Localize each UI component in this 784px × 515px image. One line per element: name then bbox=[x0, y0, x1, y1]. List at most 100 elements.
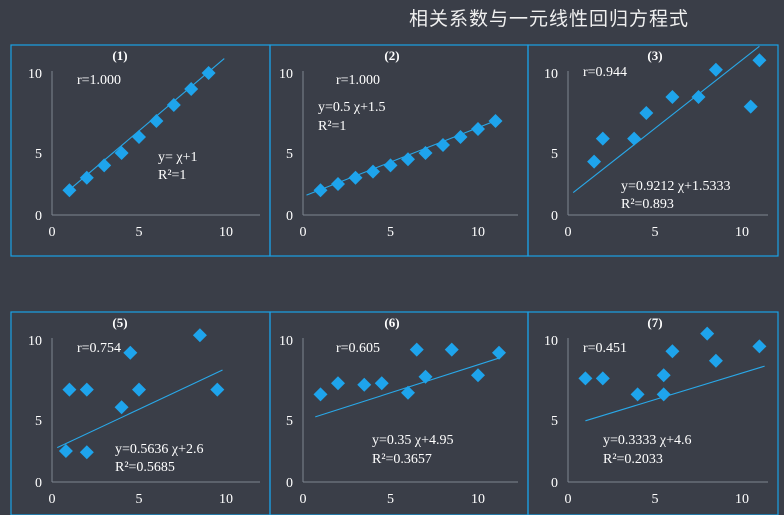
x-tick-label: 10 bbox=[735, 492, 749, 507]
x-tick-label: 0 bbox=[49, 225, 56, 240]
data-point bbox=[331, 376, 345, 391]
data-point bbox=[700, 326, 715, 341]
correlation-coefficient: r=1.000 bbox=[336, 73, 380, 88]
y-tick-label: 10 bbox=[544, 334, 558, 349]
x-tick-label: 10 bbox=[219, 225, 233, 240]
y-tick-label: 0 bbox=[551, 209, 558, 224]
y-tick-label: 0 bbox=[35, 476, 42, 491]
trend-line bbox=[572, 45, 760, 193]
data-point bbox=[665, 344, 680, 359]
panel-border bbox=[269, 311, 529, 515]
correlation-coefficient: r=0.451 bbox=[583, 341, 627, 356]
y-tick-label: 0 bbox=[551, 476, 558, 491]
y-tick-label: 5 bbox=[286, 414, 293, 429]
data-point bbox=[401, 152, 415, 167]
trend-line bbox=[585, 365, 765, 422]
r-squared: R²=0.893 bbox=[621, 197, 674, 212]
x-tick-label: 0 bbox=[565, 225, 572, 240]
data-point bbox=[383, 158, 398, 173]
y-tick-label: 5 bbox=[35, 147, 42, 162]
panel-label: (6) bbox=[384, 315, 399, 330]
y-tick-label: 0 bbox=[286, 209, 293, 224]
y-tick-label: 5 bbox=[551, 147, 558, 162]
regression-equation: y=0.9212 χ+1.5333 bbox=[621, 179, 731, 194]
r-squared: R²=0.5685 bbox=[115, 460, 175, 475]
data-point bbox=[79, 382, 94, 397]
data-point bbox=[123, 345, 138, 360]
y-tick-label: 0 bbox=[35, 209, 42, 224]
chart-panel-6: 0 5 10 0 5 10 (7) r=0.451 y=0.3333 χ+4.6 R²=0.203… bbox=[527, 311, 779, 515]
x-tick-label: 0 bbox=[49, 492, 56, 507]
data-point bbox=[97, 158, 112, 173]
correlation-coefficient: r=0.605 bbox=[336, 341, 380, 356]
y-tick-label: 10 bbox=[544, 67, 558, 82]
data-point bbox=[752, 53, 767, 68]
regression-equation: y= χ+1 bbox=[158, 150, 198, 165]
data-point bbox=[691, 90, 706, 104]
data-point bbox=[488, 114, 503, 128]
chart-panel-2: 0 5 10 0 5 10 (2) r=1.000 y=0.5 χ+1.5 R²=1 bbox=[269, 44, 529, 257]
x-tick-label: 10 bbox=[219, 492, 233, 507]
chart-panel-4: 0 5 10 0 5 10 (5) r=0.754 y=0.5636 χ+2.6 R²=0.568… bbox=[10, 311, 271, 515]
data-point bbox=[578, 371, 593, 386]
data-point bbox=[313, 387, 328, 402]
data-point bbox=[471, 122, 485, 136]
x-tick-label: 5 bbox=[652, 492, 659, 507]
data-point bbox=[62, 183, 77, 198]
data-point bbox=[627, 131, 642, 146]
panel-border bbox=[269, 44, 529, 257]
data-point bbox=[708, 62, 723, 77]
data-point bbox=[366, 164, 380, 179]
data-point bbox=[471, 368, 485, 383]
correlation-coefficient: r=1.000 bbox=[77, 73, 121, 88]
panel-label: (7) bbox=[647, 315, 662, 330]
data-point bbox=[313, 183, 328, 198]
data-point bbox=[132, 130, 146, 144]
data-point bbox=[630, 387, 645, 402]
data-point bbox=[201, 66, 216, 80]
data-point bbox=[58, 444, 73, 458]
x-tick-label: 0 bbox=[565, 492, 572, 507]
regression-equation: y=0.35 χ+4.95 bbox=[372, 433, 454, 448]
data-point bbox=[401, 385, 415, 400]
data-point bbox=[656, 387, 671, 402]
data-point bbox=[743, 99, 758, 114]
chart-panel-5: 0 5 10 0 5 10 (6) r=0.605 y=0.35 χ+4.95 R²=0.3657 bbox=[269, 311, 529, 515]
y-tick-label: 10 bbox=[279, 67, 293, 82]
data-point bbox=[453, 130, 468, 144]
y-tick-label: 5 bbox=[551, 414, 558, 429]
data-point bbox=[436, 138, 450, 152]
data-point bbox=[166, 98, 181, 112]
chart-panel-1: 0 5 10 0 5 10 (1) r=1.000 y= χ+1 R²=1 bbox=[10, 44, 271, 257]
panel-border bbox=[527, 311, 779, 515]
x-tick-label: 5 bbox=[136, 492, 143, 507]
page-title: 相关系数与一元线性回归方程式 bbox=[409, 8, 690, 30]
data-point bbox=[409, 342, 424, 357]
y-tick-label: 10 bbox=[279, 334, 293, 349]
data-point bbox=[639, 106, 654, 120]
data-point bbox=[492, 345, 506, 360]
panel-border bbox=[527, 44, 779, 257]
x-tick-label: 5 bbox=[652, 225, 659, 240]
data-point bbox=[595, 131, 610, 146]
data-point bbox=[418, 369, 433, 384]
correlation-coefficient: r=0.944 bbox=[583, 65, 627, 80]
data-point bbox=[418, 146, 433, 160]
regression-equation: y=0.5636 χ+2.6 bbox=[115, 442, 204, 457]
panel-label: (1) bbox=[112, 48, 127, 63]
data-point bbox=[331, 177, 345, 191]
y-tick-label: 0 bbox=[286, 476, 293, 491]
x-tick-label: 5 bbox=[136, 225, 143, 240]
data-point bbox=[348, 170, 363, 185]
data-point bbox=[708, 353, 723, 368]
panel-border bbox=[10, 311, 271, 515]
correlation-coefficient: r=0.754 bbox=[77, 341, 121, 356]
x-tick-label: 10 bbox=[471, 225, 485, 240]
data-point bbox=[149, 114, 164, 128]
panel-label: (3) bbox=[647, 48, 662, 63]
r-squared: R²=1 bbox=[318, 119, 346, 134]
panel-label: (2) bbox=[384, 48, 399, 63]
data-point bbox=[210, 382, 225, 397]
data-point bbox=[357, 377, 372, 392]
y-tick-label: 5 bbox=[286, 147, 293, 162]
